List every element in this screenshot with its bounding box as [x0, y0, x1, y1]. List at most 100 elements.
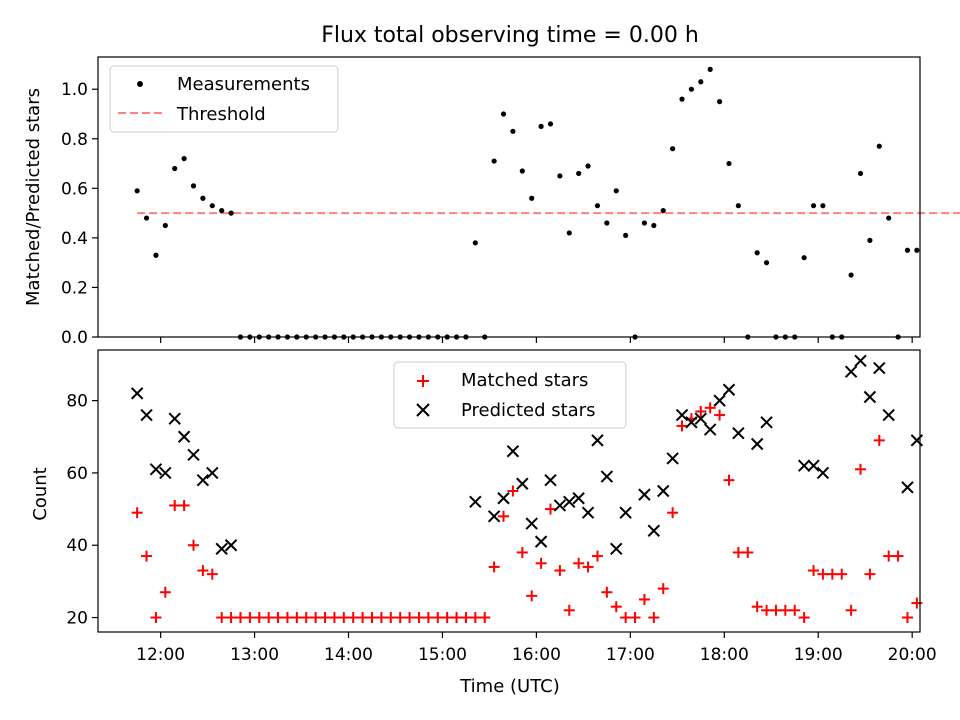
matched-star-point: [131, 507, 143, 519]
measurement-point: [820, 203, 826, 209]
matched-star-point: [676, 420, 688, 432]
measurement-point: [594, 203, 601, 209]
predicted-star-point: [732, 426, 745, 440]
matched-star-point: [385, 612, 397, 624]
predicted-star-point: [563, 495, 576, 509]
matched-star-point: [601, 586, 613, 598]
measurement-point: [679, 96, 685, 102]
top-legend-box: [109, 65, 339, 133]
legend-matched-label: Matched stars: [461, 370, 588, 391]
measurement-point: [660, 208, 666, 214]
measurement-point: [716, 99, 723, 105]
measurement-point: [181, 155, 187, 162]
bottom-plot-marks: [130, 354, 924, 624]
matched-star-point: [150, 612, 162, 624]
matched-star-point: [413, 612, 425, 624]
matched-star-point: [141, 550, 153, 562]
matched-star-point: [310, 612, 322, 624]
measurement-point: [604, 220, 610, 226]
matched-star-point: [300, 612, 312, 624]
matched-star-point: [272, 612, 284, 624]
predicted-star-point: [525, 517, 538, 530]
measurement-point: [641, 220, 648, 226]
matched-star-point: [479, 612, 491, 624]
predicted-star-point: [196, 473, 210, 487]
measurement-point: [153, 252, 159, 258]
legend-predicted-label: Predicted stars: [461, 400, 595, 421]
measurement-point: [529, 195, 535, 201]
y-tick-label: 0.2: [61, 278, 88, 298]
measurement-point: [585, 163, 591, 169]
predicted-star-point: [572, 492, 585, 505]
matched-star-point: [808, 565, 820, 577]
matched-star-point: [404, 612, 416, 624]
y-tick-label: 40: [66, 536, 88, 556]
matched-star-point: [620, 612, 632, 624]
predicted-star-point: [750, 437, 764, 451]
predicted-star-point: [863, 390, 877, 404]
measurement-point: [886, 215, 892, 221]
matched-star-point: [188, 539, 200, 551]
measurement-point: [698, 79, 704, 85]
bottom-y-axis-label: Count: [30, 467, 51, 520]
matched-star-point: [732, 546, 744, 558]
measurement-point: [754, 250, 760, 256]
matched-star-point: [544, 503, 556, 515]
matched-star-point: [911, 597, 923, 609]
matched-star-point: [761, 604, 773, 616]
predicted-star-point: [666, 452, 679, 465]
y-tick-label: 0.0: [61, 328, 88, 348]
measurement-point: [867, 237, 873, 243]
predicted-star-point: [187, 448, 200, 462]
y-tick-label: 0.4: [61, 229, 88, 249]
measurement-point: [707, 66, 713, 72]
matched-star-point: [291, 612, 303, 624]
matched-star-point: [488, 561, 500, 573]
matched-star-point: [328, 612, 340, 624]
matched-star-point: [253, 612, 265, 624]
predicted-star-point: [487, 510, 501, 523]
x-tick-label: 19:00: [794, 645, 843, 665]
x-tick-label: 15:00: [418, 645, 467, 665]
chart-title: Flux total observing time = 0.00 h: [321, 23, 699, 48]
matched-star-point: [704, 402, 716, 414]
matched-star-point: [357, 612, 369, 624]
measurement-point: [876, 143, 882, 149]
x-tick-label: 12:00: [136, 645, 185, 665]
predicted-star-point: [882, 408, 895, 422]
matched-star-point: [591, 550, 603, 562]
matched-star-point: [629, 612, 641, 624]
x-tick-label: 16:00: [512, 645, 561, 665]
predicted-star-point: [469, 495, 482, 509]
predicted-star-point: [591, 434, 604, 447]
measurement-point: [510, 128, 516, 134]
matched-star-point: [234, 612, 246, 624]
measurement-point: [228, 210, 234, 216]
measurement-point: [801, 255, 807, 261]
predicted-star-point: [516, 477, 529, 490]
predicted-star-point: [713, 394, 726, 407]
predicted-star-point: [873, 361, 886, 375]
measurement-point: [613, 188, 619, 194]
measurement-point: [557, 173, 563, 179]
matched-star-point: [892, 550, 904, 562]
measurement-point: [576, 170, 582, 177]
top-y-axis-label: Matched/Predicted stars: [23, 88, 44, 306]
measurement-point: [219, 208, 225, 214]
predicted-star-point: [910, 434, 924, 447]
predicted-star-point: [534, 535, 548, 548]
predicted-star-point: [215, 542, 228, 556]
matched-star-point: [338, 612, 350, 624]
measurement-point: [623, 232, 629, 239]
matched-star-point: [770, 604, 782, 616]
measurement-point: [472, 240, 478, 246]
y-tick-label: 1.0: [61, 80, 88, 100]
matched-star-point: [263, 612, 275, 624]
predicted-star-point: [159, 466, 172, 480]
matched-star-point: [826, 568, 838, 580]
matched-star-point: [554, 565, 566, 577]
matched-star-point: [516, 546, 528, 558]
legend-threshold-label: Threshold: [176, 104, 266, 125]
measurement-point: [688, 86, 695, 92]
